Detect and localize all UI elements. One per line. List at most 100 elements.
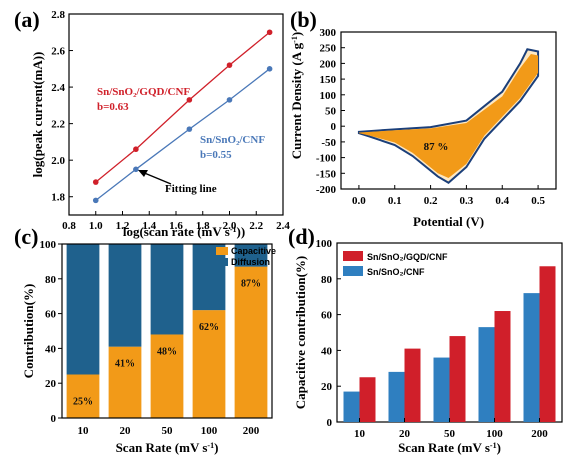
y-tick-label-c: 100	[40, 239, 57, 251]
y-tick-label-d: 100	[316, 238, 333, 250]
y-tick-label-c: 0	[51, 413, 57, 425]
panel-label-d: (d)	[288, 224, 315, 249]
y-axis-title-a: log(peak current(mA))	[30, 52, 45, 178]
y-tick-label-b: 0	[331, 121, 337, 133]
x-axis-title-d: Scan Rate (mV s-1)	[398, 440, 501, 455]
bar-label-c: 48%	[157, 346, 177, 357]
bar-label-c: 25%	[73, 397, 93, 408]
data-point-a-0	[186, 97, 193, 103]
x-tick-label-c: 10	[78, 425, 90, 437]
x-tick-label-a: 1.0	[89, 220, 103, 232]
data-point-a-0	[92, 179, 99, 185]
bar-label-c: 41%	[115, 359, 135, 370]
bar-d-1	[449, 336, 466, 422]
y-tick-label-d: 20	[321, 381, 333, 393]
bar-d-1	[494, 311, 511, 422]
x-tick-label-b: 0.0	[352, 195, 366, 207]
legend-swatch-d	[343, 266, 363, 276]
y-tick-label-a: 2.6	[51, 46, 65, 58]
x-tick-label-b: 0.4	[495, 195, 509, 207]
legend-label-c: Diffusion	[231, 257, 270, 267]
x-tick-label-c: 200	[243, 425, 260, 437]
bar-d-0	[433, 357, 450, 422]
y-tick-label-b: 150	[320, 74, 337, 86]
x-tick-label-a: 2.0	[223, 220, 237, 232]
y-tick-label-b: -200	[316, 184, 337, 196]
bar-d-1	[404, 348, 421, 422]
y-tick-label-c: 60	[45, 309, 57, 321]
y-tick-label-d: 0	[327, 417, 333, 429]
x-tick-label-d: 100	[486, 428, 503, 440]
y-axis-title-d: Capacitive contribution(%)	[293, 256, 308, 409]
fitting-arrow	[141, 171, 172, 185]
data-point-a-1	[133, 166, 139, 173]
y-tick-label-b: -50	[321, 137, 336, 149]
panel-label-a: (a)	[14, 7, 40, 32]
y-tick-label-b: -150	[316, 168, 337, 180]
y-tick-label-c: 40	[45, 343, 57, 355]
bar-d-0	[523, 293, 540, 422]
x-tick-label-d: 10	[354, 428, 366, 440]
data-point-a-1	[92, 197, 99, 204]
y-tick-label-b: 250	[320, 43, 337, 55]
x-tick-label-c: 50	[162, 425, 174, 437]
x-tick-label-a: 1.6	[169, 220, 183, 232]
fitting-arrow-head	[138, 170, 148, 177]
y-tick-label-d: 60	[321, 310, 333, 322]
bar-diffusion	[66, 244, 100, 375]
bar-capacitive	[66, 374, 100, 418]
y-tick-label-d: 40	[321, 345, 333, 357]
x-tick-label-b: 0.1	[388, 195, 402, 207]
data-point-a-0	[133, 146, 139, 153]
cv-curve	[357, 48, 540, 184]
bar-capacitive	[108, 346, 142, 418]
x-tick-label-a: 2.4	[276, 220, 290, 232]
x-tick-label-a: 1.2	[116, 220, 130, 232]
data-point-a-1	[226, 97, 233, 103]
x-tick-label-a: 1.8	[196, 220, 210, 232]
legend-swatch-d	[343, 251, 363, 261]
y-tick-label-b: -100	[316, 153, 337, 165]
bar-label-c: 62%	[199, 322, 219, 333]
y-tick-label-a: 2.2	[51, 119, 65, 131]
bar-d-0	[478, 327, 495, 422]
y-tick-label-a: 1.8	[51, 192, 65, 204]
legend-label-d: Sn/SnO₂/GQD/CNF	[367, 252, 448, 262]
y-tick-label-b: 200	[320, 58, 337, 70]
slope-label-a-0: b=0.63	[97, 101, 129, 113]
bar-d-0	[343, 391, 360, 422]
bar-capacitive	[234, 266, 268, 418]
series-label-a-1: Sn/SnO₂/CNF	[200, 134, 265, 146]
slope-label-a-1: b=0.55	[200, 149, 232, 161]
bar-diffusion	[192, 244, 226, 311]
x-tick-label-c: 20	[120, 425, 132, 437]
x-tick-label-d: 200	[531, 428, 548, 440]
y-tick-label-b: 100	[320, 90, 337, 102]
y-tick-label-b: 50	[325, 106, 337, 118]
bar-d-0	[388, 371, 405, 422]
bar-diffusion	[108, 244, 142, 347]
legend-label-c: Capacitive	[231, 246, 276, 256]
data-point-a-0	[266, 29, 273, 36]
panel-label-b: (b)	[290, 7, 317, 32]
data-point-a-0	[226, 62, 233, 68]
y-tick-label-d: 80	[321, 274, 333, 286]
series-label-a-0: Sn/SnO₂/GQD/CNF	[97, 86, 190, 98]
x-tick-label-d: 20	[399, 428, 411, 440]
y-tick-label-a: 2.4	[51, 82, 65, 94]
bar-label-c: 87%	[241, 279, 261, 290]
x-tick-label-a: 0.8	[62, 220, 76, 232]
x-tick-label-c: 100	[201, 425, 218, 437]
x-axis-title-c: Scan Rate (mV s-1)	[116, 440, 219, 455]
capacitive-area	[358, 53, 539, 179]
capacitive-percent-b: 87 %	[424, 141, 449, 153]
x-axis-title-b: Potential (V)	[413, 214, 484, 229]
y-tick-label-a: 2.0	[51, 155, 65, 167]
y-tick-label-b: 300	[320, 27, 337, 39]
x-axis-title-a: log(scan rate (mV s-1))	[123, 224, 245, 239]
fitting-line-label: Fitting line	[165, 183, 217, 195]
x-tick-label-a: 1.4	[142, 220, 156, 232]
data-point-a-1	[186, 126, 193, 132]
y-axis-title-b: Current Density (A g-1)	[289, 32, 304, 159]
